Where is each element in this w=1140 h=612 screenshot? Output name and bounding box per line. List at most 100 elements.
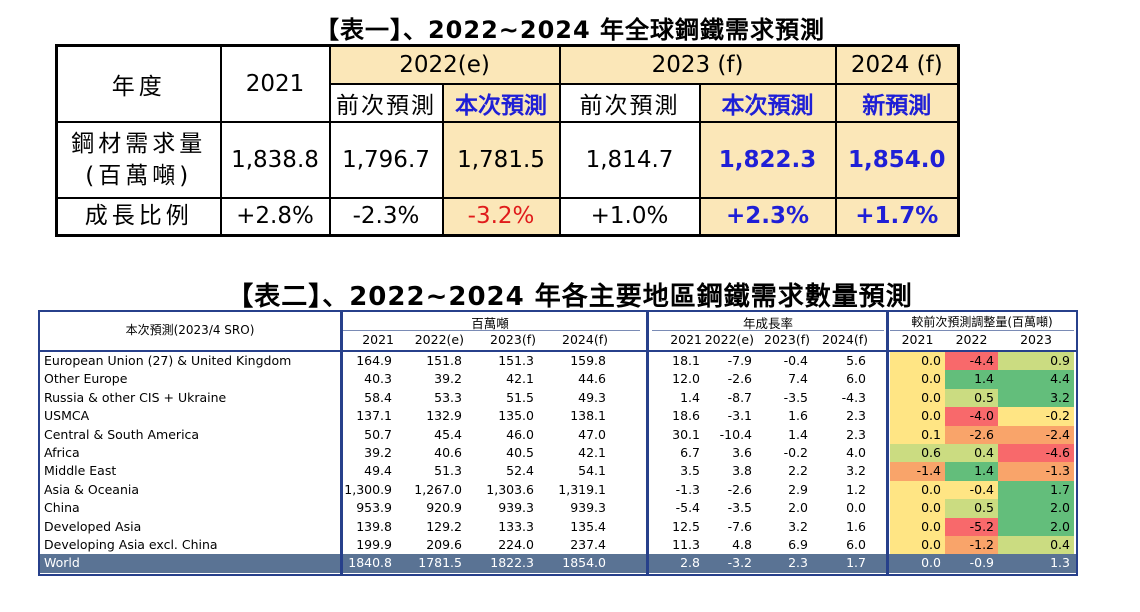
group-growth: 年成長率	[742, 316, 793, 331]
adjust-cell: -1.3	[998, 462, 1074, 481]
growth-cell: 12.0	[672, 371, 700, 387]
growth-cell: 1.6	[846, 518, 866, 534]
growth-cell: -5.4	[675, 500, 700, 516]
tonnes-cell: 129.2	[426, 518, 462, 534]
table-row: 0.0 -0.4 1.7 Asia & Oceania 1,300.9 1,267.0 1,…	[40, 480, 1076, 500]
growth-cell: -10.4	[719, 426, 752, 442]
adjust-cell: 0.0	[890, 480, 945, 500]
header-2022: 2022(e)	[328, 44, 561, 85]
adjust-cell: -4.4	[945, 352, 998, 371]
tonnes-cell: 42.1	[578, 445, 606, 460]
tonnes-cell: 199.9	[356, 537, 392, 552]
growth-cell: -3.5	[727, 500, 752, 516]
tonnes-cell: 133.3	[498, 518, 534, 534]
tonnes-cell: 1781.5	[418, 555, 462, 571]
growth-cell: 1.7	[846, 555, 866, 571]
column-separator	[886, 312, 889, 574]
growth-cell: 2.3	[788, 555, 808, 571]
growth-cell: 5.6	[846, 353, 866, 368]
table-row: 0.0 0.5 3.2 Russia & other CIS + Ukraine 58.…	[40, 388, 1076, 408]
growth-cell: 11.3	[672, 537, 700, 552]
tonnes-cell: 54.1	[578, 463, 606, 479]
tonnes-cell: 1,319.1	[558, 481, 606, 497]
region-name: Middle East	[44, 463, 117, 479]
adjust-cell: -5.2	[945, 517, 998, 536]
growth-cell: -1.3	[675, 481, 700, 497]
tonnes-cell: 49.3	[578, 389, 606, 405]
tonnes-col-header: 2024(f)	[562, 332, 608, 347]
tonnes-cell: 209.6	[426, 537, 462, 552]
demand-2022-curr: 1,781.5	[441, 120, 561, 199]
growth-col-header: 2024(f)	[822, 332, 868, 347]
table-row: 0.0 -5.2 2.0 Developed Asia 139.8 129.2 133.3 1…	[40, 517, 1076, 536]
adjust-cell: 0.0	[890, 388, 945, 408]
table-row: 0.0 -4.4 0.9 European Union (27) & United K…	[40, 352, 1076, 371]
growth-cell: 6.0	[846, 371, 866, 387]
header-divider	[890, 330, 1074, 331]
growth-cell: 2.3	[846, 426, 866, 442]
demand-2021: 1,838.8	[219, 120, 331, 199]
row-growth-label: 成長比例	[55, 196, 222, 237]
adjust-cell: -2.6	[945, 425, 998, 444]
growth-cell: 3.2	[788, 518, 808, 534]
adjust-cell: 0.0	[890, 536, 945, 555]
growth-cell: 0.0	[846, 500, 866, 516]
table-row: 0.0 -1.2 0.4 Developing Asia excl. China 199…	[40, 536, 1076, 555]
header-2024-new: 新預測	[834, 82, 960, 123]
tonnes-cell: 44.6	[578, 371, 606, 387]
growth-cell: 18.6	[672, 408, 700, 424]
adjust-cell: 0.0	[890, 370, 945, 389]
tonnes-cell: 40.5	[506, 445, 534, 460]
column-separator	[646, 312, 649, 574]
growth-cell: -3.5	[783, 389, 808, 405]
adjust-cell: -4.0	[945, 407, 998, 426]
adjust-cell: 0.0	[890, 517, 945, 536]
tonnes-cell: 49.4	[364, 463, 392, 479]
regional-table-body: 本次預測(2023/4 SRO) 百萬噸 年成長率 較前次預測調整量(百萬噸) …	[40, 312, 1076, 574]
row-demand-label-a: 鋼材需求量	[71, 130, 207, 157]
growth-cell: 6.0	[846, 537, 866, 552]
tonnes-cell: 52.4	[506, 463, 534, 479]
adjust-cell: 2.0	[998, 517, 1074, 536]
header-2022-curr: 本次預測	[441, 82, 561, 123]
growth-cell: -4.3	[841, 389, 866, 405]
header-2023-curr: 本次預測	[698, 82, 837, 123]
corner-label: 本次預測(2023/4 SRO)	[125, 323, 255, 337]
tonnes-cell: 40.3	[364, 371, 392, 387]
adjust-cell: 1.4	[945, 370, 998, 389]
adjust-cell: -0.2	[998, 407, 1074, 426]
tonnes-cell: 139.8	[356, 518, 392, 534]
tonnes-cell: 132.9	[426, 408, 462, 424]
adjust-cell: 0.4	[945, 444, 998, 463]
growth-col-header: 2022(e)	[704, 332, 754, 347]
adjust-col-header: 2023	[1020, 332, 1052, 347]
region-name: Central & South America	[44, 426, 200, 442]
tonnes-cell: 47.0	[578, 426, 606, 442]
header-2021: 2021	[219, 44, 331, 123]
table-row: 0.1 -2.6 -2.4 Central & South America 50.7 45…	[40, 425, 1076, 444]
tonnes-cell: 920.9	[426, 500, 462, 516]
header-2023-prev: 前次預測	[558, 82, 701, 123]
header-bottom-line	[40, 350, 1076, 352]
tonnes-cell: 45.4	[434, 426, 462, 442]
tonnes-cell: 137.1	[356, 408, 392, 424]
global-steel-demand-table: 年度 2021 2022(e) 2023 (f) 2024 (f) 前次預測 本…	[55, 44, 961, 237]
adjust-cell: 0.9	[998, 352, 1074, 371]
growth-cell: 7.4	[788, 371, 808, 387]
adjust-cell: 1.3	[1050, 555, 1070, 571]
growth-2024-new: +1.7%	[834, 196, 960, 237]
tonnes-cell: 46.0	[506, 426, 534, 442]
growth-2023-prev: +1.0%	[558, 196, 701, 237]
tonnes-cell: 42.1	[506, 371, 534, 387]
table1-title: 【表一】、2022~2024 年全球鋼鐵需求預測	[314, 16, 826, 44]
region-name: World	[44, 555, 80, 571]
tonnes-cell: 1840.8	[348, 555, 392, 571]
growth-cell: -0.4	[783, 353, 808, 368]
growth-cell: 2.9	[788, 481, 808, 497]
growth-cell: 4.8	[732, 537, 752, 552]
growth-col-header: 2023(f)	[764, 332, 810, 347]
region-name: Developing Asia excl. China	[44, 537, 218, 552]
table-row: 0.0 -4.0 -0.2 USMCA 137.1 132.9 135.0 138.1 18.6…	[40, 407, 1076, 426]
adjust-cell: 2.0	[998, 499, 1074, 518]
region-name: Developed Asia	[44, 518, 142, 534]
